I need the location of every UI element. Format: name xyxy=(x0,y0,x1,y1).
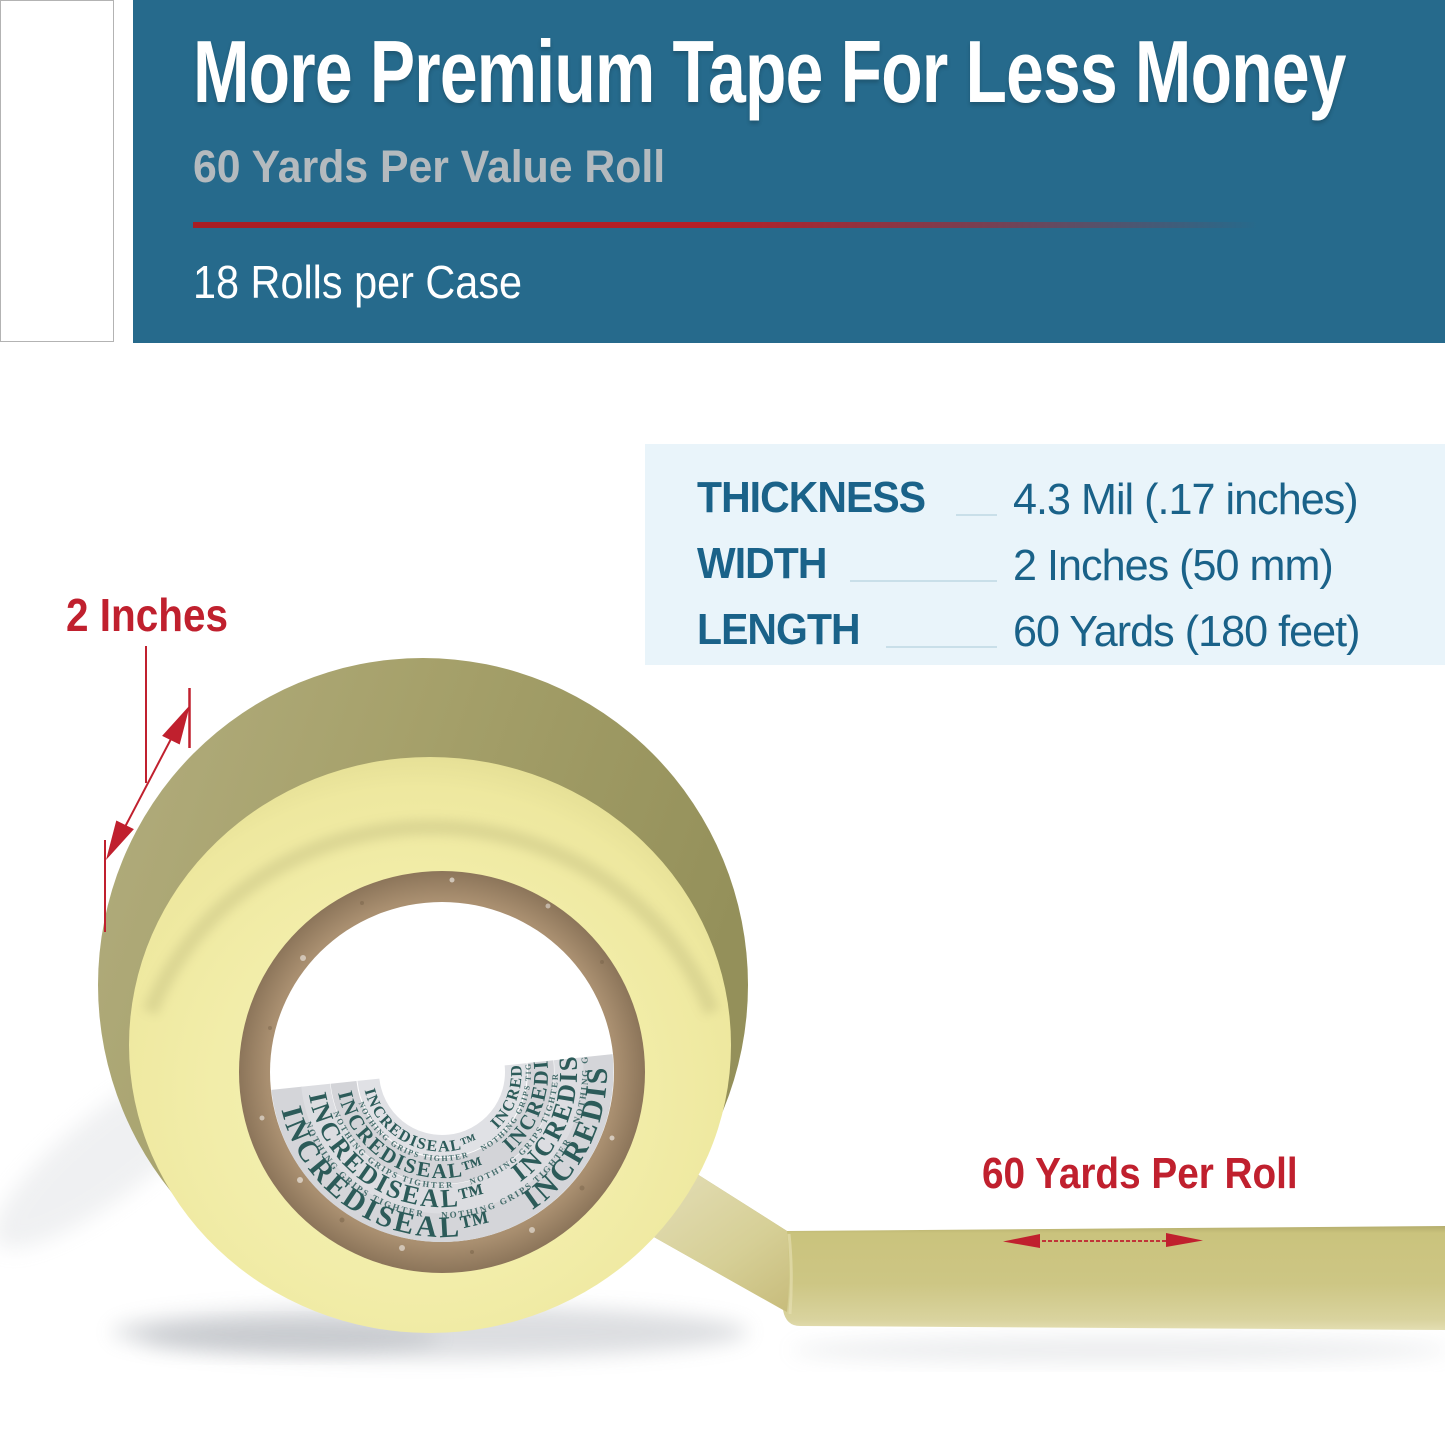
core-print: INCREDISEAL™ INCREDISEAL™ INCREDISEAL™ I… xyxy=(0,625,631,1292)
header-subtitle: 60 Yards Per Value Roll xyxy=(193,141,666,192)
tape-roll-side xyxy=(98,658,748,1312)
spec-row-thickness: THICKNESS 4.3 Mil (.17 inches) xyxy=(697,464,1445,530)
brand-print-arc: INCREDISEAL™ INCREDISEAL™ xyxy=(0,625,631,1292)
leader-line xyxy=(850,570,997,582)
spec-label-length: LENGTH xyxy=(697,605,861,654)
brand-print-arc: INCREDISEAL™ INCREDISEAL™ xyxy=(0,625,597,1261)
tape-strip-crease xyxy=(787,1233,793,1315)
tagline-print-arc: NOTHING GRIPS TIGHTER NOTHING GRIPS TIGH… xyxy=(0,625,542,1209)
strip-shadow xyxy=(790,1338,1445,1362)
leader-line xyxy=(956,504,997,516)
page-title: More Premium Tape For Less Money xyxy=(193,22,1346,121)
length-dimension-arrow xyxy=(1003,1233,1203,1248)
length-annotation-label: 60 Yards Per Roll xyxy=(982,1149,1298,1198)
spec-value-length: 60 Yards (180 feet) xyxy=(1013,607,1361,656)
tape-core-hole xyxy=(270,902,614,1242)
spec-value-width: 2 Inches (50 mm) xyxy=(1013,541,1334,590)
spec-row-length: LENGTH 60 Yards (180 feet) xyxy=(697,596,1445,662)
tagline-print-arc: NOTHING GRIPS TIGHTER NOTHING GRIPS TIGH… xyxy=(329,1071,571,1202)
brand-print-arc: INCREDISEAL™ INCREDISEAL™ xyxy=(0,625,534,1202)
case-info-text: 18 Rolls per Case xyxy=(193,256,523,308)
brand-print-arc: INCREDISEAL™ INCREDISEAL™ xyxy=(0,625,564,1230)
accent-divider-line xyxy=(193,222,1338,228)
spec-value-thickness: 4.3 Mil (.17 inches) xyxy=(1013,475,1359,524)
spec-label-width: WIDTH xyxy=(697,539,827,588)
tape-core-ring xyxy=(239,871,645,1273)
spec-row-width: WIDTH 2 Inches (50 mm) xyxy=(697,530,1445,596)
blank-margin-box xyxy=(0,0,114,342)
spec-panel: THICKNESS 4.3 Mil (.17 inches) WIDTH 2 I… xyxy=(645,444,1445,665)
width-annotation-label: 2 Inches xyxy=(66,589,229,641)
roll-shadow xyxy=(140,1323,440,1353)
rim-shadow xyxy=(142,819,720,1015)
tagline-print-arc: NOTHING GRIPS TIGHTER NOTHING GRIPS TIGH… xyxy=(0,625,605,1266)
leader-line xyxy=(885,636,997,648)
floor-reflection xyxy=(0,1051,236,1249)
width-dimension-arrow xyxy=(104,646,191,932)
header-banner: More Premium Tape For Less Money 60 Yard… xyxy=(133,0,1445,343)
tape-strip-fold xyxy=(645,1174,789,1312)
spec-label-thickness: THICKNESS xyxy=(697,473,926,522)
tape-roll-photo: INCREDISEAL™ INCREDISEAL™ INCREDISEAL™ I… xyxy=(0,625,1445,1362)
roll-shadow xyxy=(112,1306,748,1358)
tape-roll-face xyxy=(129,757,731,1333)
core-speckles xyxy=(259,877,615,1254)
